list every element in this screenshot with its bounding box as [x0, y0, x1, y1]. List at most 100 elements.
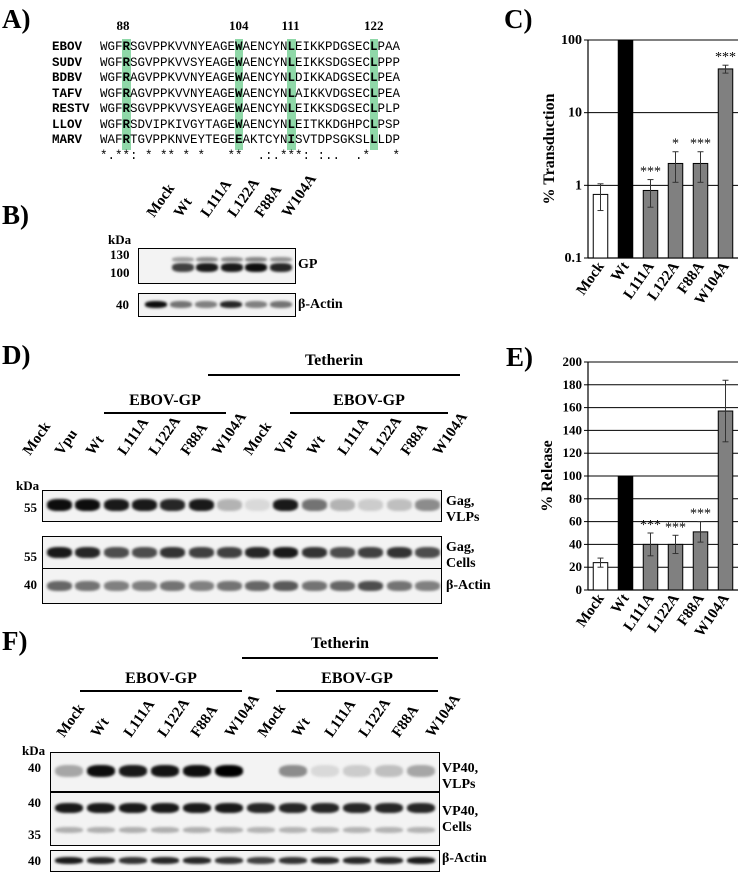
band [247, 827, 275, 833]
band [414, 499, 440, 511]
y-tick-label: 160 [563, 400, 583, 415]
residue: V [325, 86, 333, 101]
blot-strip [42, 536, 442, 570]
band [407, 827, 435, 833]
consensus-char: . [325, 148, 333, 163]
residue: A [295, 86, 303, 101]
sequence-row: WGFRSGVPPKVVNYEAGEWAENCYNLEIKKPDGSECLPAA [100, 40, 400, 54]
residue: S [347, 55, 356, 70]
residue: P [377, 40, 386, 54]
band [215, 827, 243, 833]
residue: P [160, 133, 168, 147]
residue: T [257, 133, 266, 147]
residue: W [100, 86, 108, 101]
residue: K [167, 86, 176, 101]
residue: L [287, 55, 296, 70]
residue: V [182, 71, 191, 85]
residue: S [385, 117, 393, 132]
band [151, 765, 179, 777]
band [407, 857, 435, 864]
actin-label: β-Actin [298, 297, 343, 312]
band [269, 263, 292, 272]
band [183, 827, 211, 833]
blot-strip [42, 568, 442, 604]
marker-55b: 55 [24, 549, 37, 564]
band [87, 857, 115, 864]
band [358, 581, 384, 591]
band [131, 499, 157, 511]
residue: P [152, 71, 161, 85]
residue: S [190, 102, 198, 116]
band [171, 257, 194, 262]
marker-130: 130 [110, 247, 130, 262]
lane-label: L111A [121, 697, 159, 741]
residue: Y [197, 86, 206, 101]
residue: A [385, 40, 393, 54]
panel-d-label: D) [2, 340, 31, 370]
residue: Y [272, 117, 281, 132]
band [103, 547, 129, 558]
residue: N [175, 133, 183, 147]
residue: Y [272, 71, 281, 85]
y-tick-label: 60 [569, 514, 582, 529]
tetherin-label: Tetherin [304, 352, 364, 369]
residue: P [152, 133, 161, 147]
residue: L [385, 102, 393, 116]
residue: K [167, 55, 176, 70]
band [220, 263, 243, 272]
residue: I [302, 86, 311, 101]
residue: R [122, 102, 131, 116]
residue: D [332, 71, 341, 85]
residue: C [362, 86, 371, 101]
band [407, 765, 435, 777]
residue: S [347, 40, 356, 54]
residue: W [100, 55, 108, 70]
band [145, 301, 167, 308]
residue: F [115, 55, 123, 70]
y-tick-label: 0.1 [565, 251, 583, 266]
lane-label: F88A [389, 702, 423, 741]
residue: A [392, 71, 401, 85]
residue: G [107, 71, 116, 85]
band [195, 301, 217, 308]
residue: N [280, 55, 288, 70]
residue: T [310, 133, 318, 147]
band [343, 765, 371, 777]
residue: E [295, 102, 303, 116]
band [55, 803, 83, 813]
band [273, 547, 299, 558]
residue: P [377, 102, 386, 116]
residue: P [377, 117, 386, 132]
band [151, 803, 179, 813]
band [273, 581, 299, 591]
residue: K [167, 133, 176, 147]
residue: D [332, 55, 341, 70]
residue: N [280, 86, 288, 101]
residue: G [107, 86, 116, 101]
band [215, 803, 243, 813]
residue: K [167, 40, 176, 54]
tetherin-line [208, 374, 460, 376]
marker-55a: 55 [24, 500, 37, 515]
y-tick-label: 20 [569, 559, 582, 574]
residue: D [317, 133, 326, 147]
residue: L [287, 86, 296, 101]
residue: E [250, 102, 258, 116]
lane-label: Mock [255, 701, 290, 741]
residue: A [392, 40, 401, 54]
conserved-column-highlight [122, 39, 131, 150]
lane-label: Wt [303, 432, 329, 459]
residue: E [355, 55, 363, 70]
band [75, 581, 101, 591]
consensus-char: * [197, 148, 206, 163]
residue: D [385, 133, 393, 147]
residue: P [385, 55, 393, 70]
panel-c-label: C) [504, 4, 533, 34]
consensus-char: * [295, 148, 303, 163]
band [247, 803, 275, 813]
residue: W [100, 71, 108, 85]
residue: G [340, 86, 348, 101]
residue: N [190, 71, 198, 85]
residue: E [227, 133, 236, 147]
consensus-char: * [280, 148, 288, 163]
